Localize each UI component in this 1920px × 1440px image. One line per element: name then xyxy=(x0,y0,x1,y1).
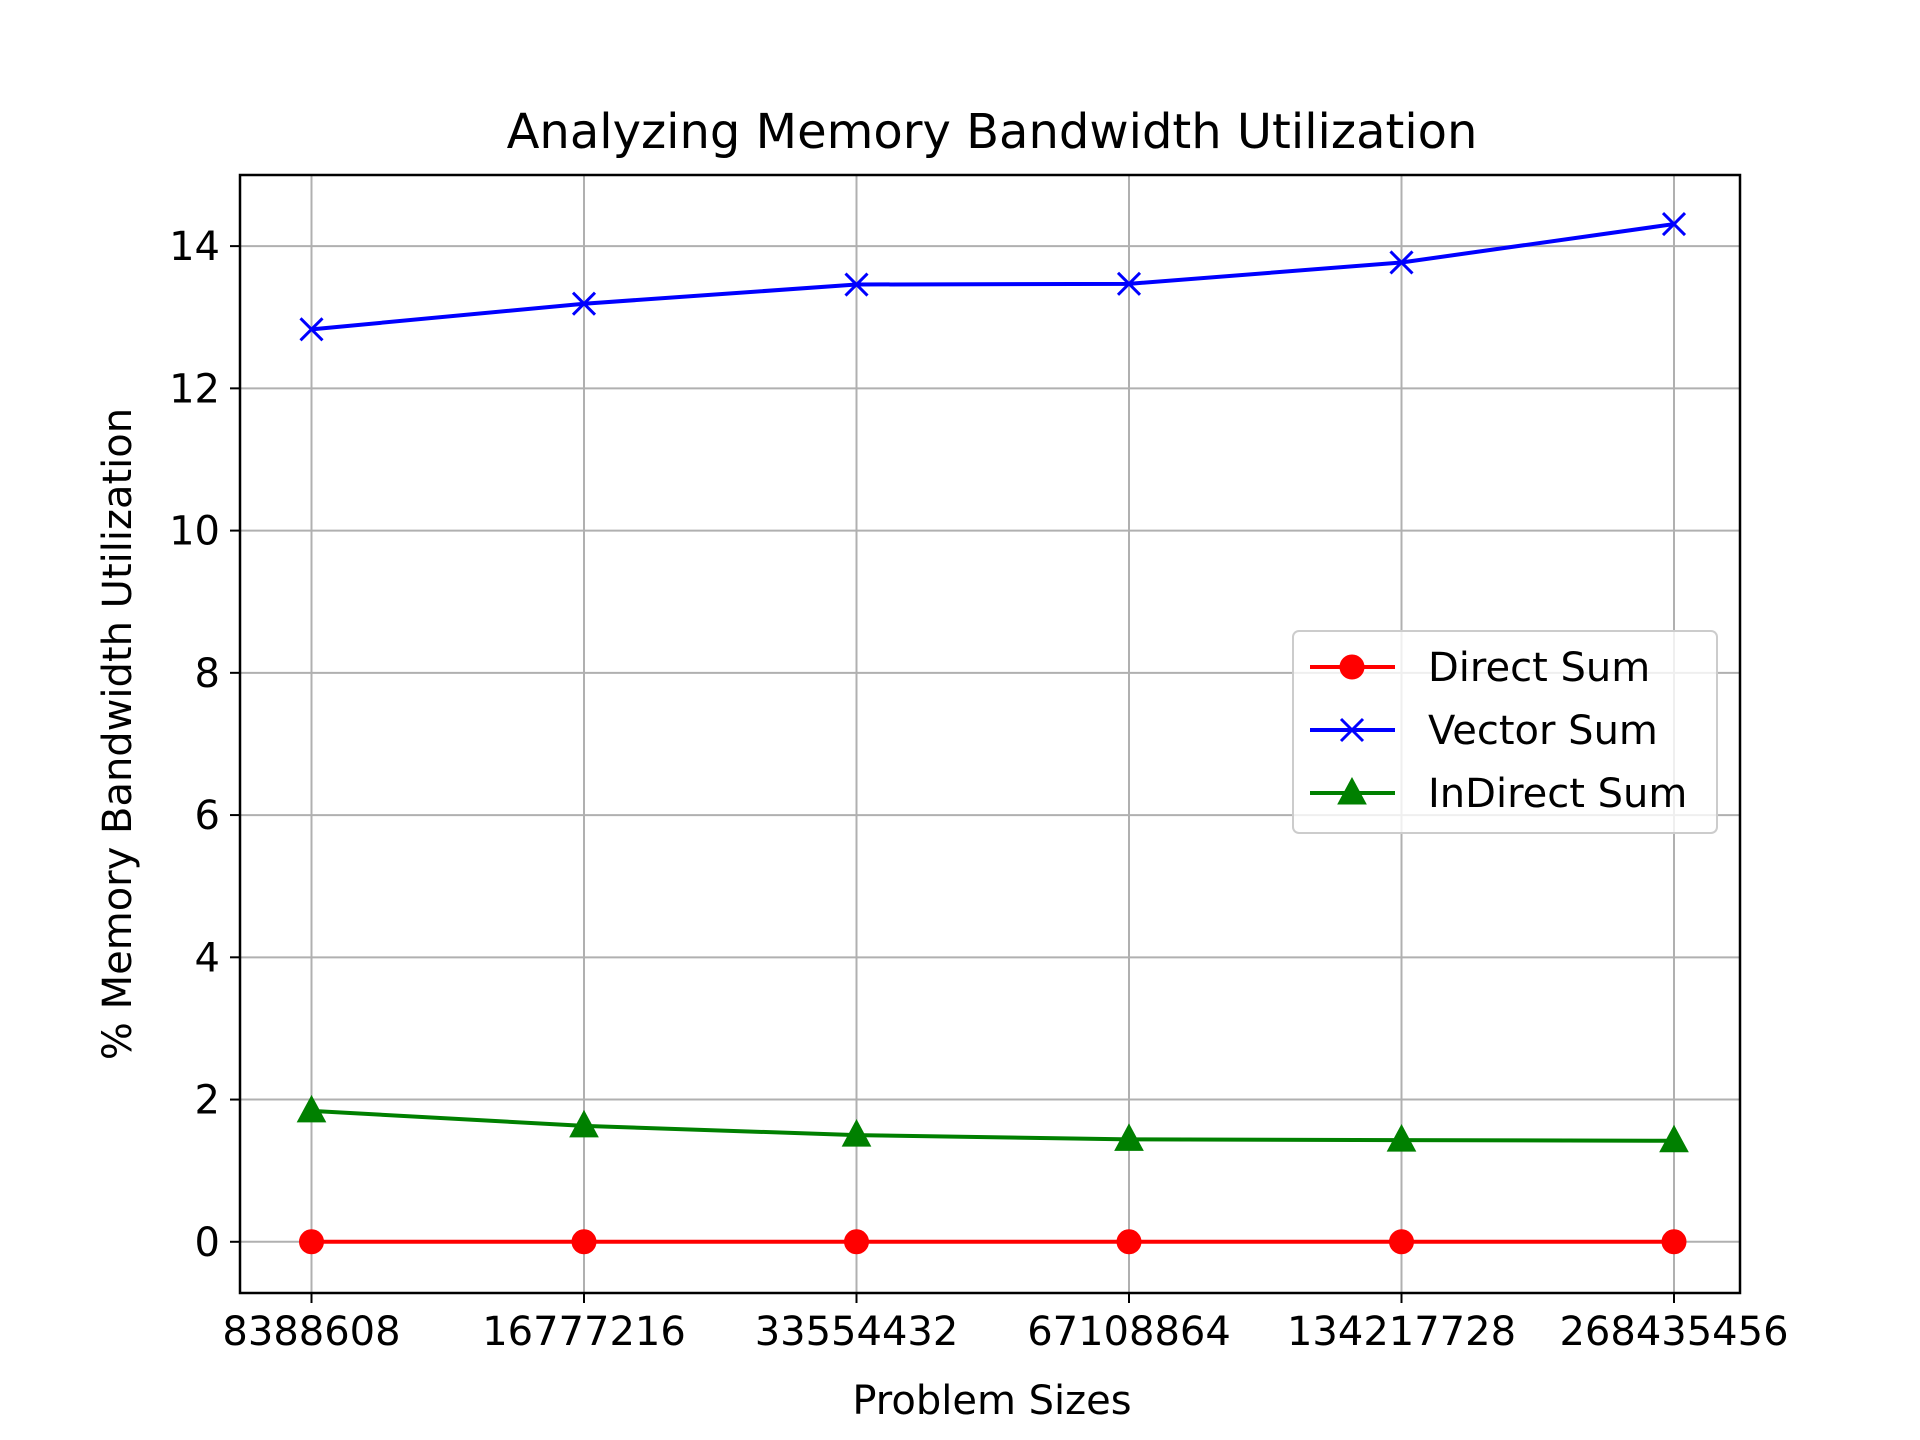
x-tick-label: 33554432 xyxy=(755,1309,959,1355)
axis-ticks: 8388608 16777216 33554432 67108864 134217728… xyxy=(169,224,1788,1355)
data-point xyxy=(1386,1124,1417,1152)
legend-marker xyxy=(1339,654,1365,680)
y-tick-label: 10 xyxy=(169,509,220,555)
y-axis-label: % Memory Bandwidth Utilization xyxy=(95,408,141,1060)
data-point xyxy=(569,1109,599,1138)
legend: Direct Sum Vector Sum InDirect Sum xyxy=(1292,630,1718,834)
x-tick-label: 134217728 xyxy=(1287,1309,1516,1355)
y-tick-label: 4 xyxy=(195,935,220,981)
series-vector-sum xyxy=(299,212,1687,342)
y-tick-label: 14 xyxy=(169,224,220,270)
series-line xyxy=(311,222,1675,332)
data-point xyxy=(299,317,324,342)
plot-frame xyxy=(238,173,1742,1295)
data-point xyxy=(1659,1124,1689,1153)
data-point xyxy=(844,272,869,297)
x-tick-label: 67108864 xyxy=(1027,1309,1231,1355)
y-tick-label: 12 xyxy=(169,366,220,412)
y-tick-label: 0 xyxy=(195,1220,220,1266)
x-tick-label: 8388608 xyxy=(222,1309,400,1355)
chart-title: Analyzing Memory Bandwidth Utilization xyxy=(507,104,1478,160)
series-indirect-sum xyxy=(296,1094,1689,1153)
legend-label: Direct Sum xyxy=(1428,645,1650,691)
x-tick-label: 16777216 xyxy=(482,1309,686,1355)
y-tick-label: 6 xyxy=(195,793,220,839)
x-tick-label: 268435456 xyxy=(1559,1309,1788,1355)
data-point xyxy=(1661,1229,1687,1255)
data-point xyxy=(571,291,597,316)
data-point xyxy=(1116,1229,1142,1255)
series-line xyxy=(311,1108,1675,1143)
legend-label: Vector Sum xyxy=(1428,708,1658,754)
legend-item: Vector Sum xyxy=(1310,708,1658,754)
legend-item: InDirect Sum xyxy=(1310,771,1687,817)
x-axis-label: Problem Sizes xyxy=(852,1378,1131,1424)
series-direct-sum xyxy=(299,1229,1687,1255)
data-point xyxy=(844,1229,869,1255)
y-tick-label: 8 xyxy=(195,651,220,697)
data-point xyxy=(299,1229,324,1255)
series-lines xyxy=(296,212,1689,1255)
data-point xyxy=(841,1119,872,1147)
data-point xyxy=(1114,1123,1144,1151)
data-point xyxy=(1661,212,1687,237)
data-point xyxy=(1389,250,1414,275)
legend-item: Direct Sum xyxy=(1310,645,1650,691)
data-point xyxy=(571,1229,597,1255)
legend-label: InDirect Sum xyxy=(1428,771,1687,817)
legend-marker xyxy=(1339,717,1365,743)
y-tick-label: 2 xyxy=(195,1078,220,1124)
legend-box xyxy=(1292,630,1718,834)
data-point xyxy=(1116,271,1142,296)
legend-marker xyxy=(1337,776,1367,805)
data-point xyxy=(296,1094,327,1123)
data-point xyxy=(1389,1229,1414,1255)
